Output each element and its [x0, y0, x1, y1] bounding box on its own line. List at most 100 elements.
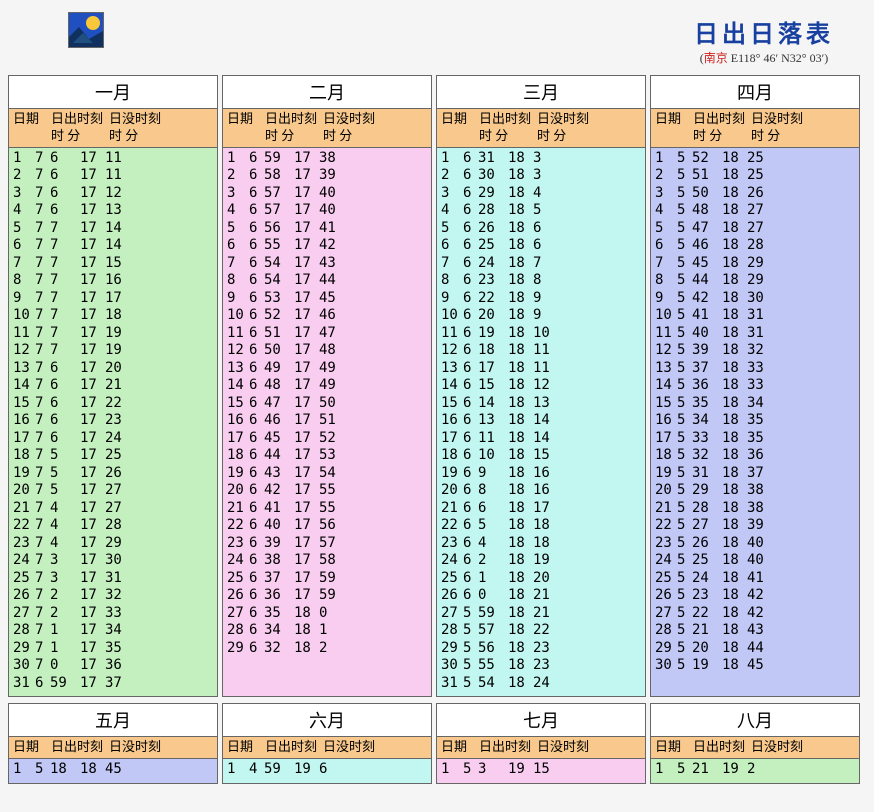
data-row: 86541744 [227, 272, 427, 290]
data-row: 21741727 [13, 500, 213, 518]
month-header: 日期日出时刻日没时刻时 分时 分 [9, 109, 217, 148]
location-coords: E118° 46′ N32° 03′ [731, 51, 824, 65]
month-header: 日期日出时刻日没时刻 [223, 737, 431, 759]
month-column-jun: 六月日期日出时刻日没时刻1459196 [222, 703, 432, 784]
data-row: 285571822 [441, 622, 641, 640]
data-row: 196431754 [227, 465, 427, 483]
data-row: 10620189 [441, 307, 641, 325]
data-row: 106521746 [227, 307, 427, 325]
data-row: 4628185 [441, 202, 641, 220]
month-body: 1531915 [437, 759, 645, 783]
month-column-mar: 三月日期日出时刻日没时刻时 分时 分1631183263018336291844… [436, 75, 646, 697]
data-row: 15761722 [13, 395, 213, 413]
data-row: 156471750 [227, 395, 427, 413]
data-row: 265231842 [655, 587, 855, 605]
data-row: 1761711 [13, 150, 213, 168]
data-row: 19691816 [441, 465, 641, 483]
data-row: 245251840 [655, 552, 855, 570]
data-row: 28634181 [227, 622, 427, 640]
data-row: 216411755 [227, 500, 427, 518]
month-body: 1521192 [651, 759, 859, 783]
data-row: 6625186 [441, 237, 641, 255]
title-block: 日出日落表 (南京 E118° 46′ N32° 03′) [694, 14, 834, 66]
data-row: 10771718 [13, 307, 213, 325]
data-row: 5626186 [441, 220, 641, 238]
page-root: 日出日落表 (南京 E118° 46′ N32° 03′) 一月日期日出时刻日没… [0, 0, 874, 784]
data-row: 85441829 [655, 272, 855, 290]
data-row: 305191845 [655, 657, 855, 675]
month-column-aug: 八月日期日出时刻日没时刻1521192 [650, 703, 860, 784]
data-row: 226401756 [227, 517, 427, 535]
month-name: 一月 [9, 76, 217, 109]
month-header: 日期日出时刻日没时刻 [651, 737, 859, 759]
data-row: 1631183 [441, 150, 641, 168]
month-column-jul: 七月日期日出时刻日没时刻1531915 [436, 703, 646, 784]
data-row: 136491749 [227, 360, 427, 378]
data-row: 146151812 [441, 377, 641, 395]
data-row: 20681816 [441, 482, 641, 500]
page-title: 日出日落表 [694, 14, 834, 49]
data-row: 76541743 [227, 255, 427, 273]
data-row: 126181811 [441, 342, 641, 360]
month-body: 1659173826581739365717404657174056561741… [223, 148, 431, 697]
data-row: 7771715 [13, 255, 213, 273]
data-row: 256371759 [227, 570, 427, 588]
data-row: 285211843 [655, 622, 855, 640]
month-body: 1761711276171137617124761713577171467717… [9, 148, 217, 697]
data-row: 24621819 [441, 552, 641, 570]
month-name: 三月 [437, 76, 645, 109]
data-row: 5771714 [13, 220, 213, 238]
data-row: 4761713 [13, 202, 213, 220]
month-name: 七月 [437, 704, 645, 737]
data-row: 1531915 [441, 761, 641, 779]
month-column-apr: 四月日期日出时刻日没时刻时 分时 分1552182525511825355018… [650, 75, 860, 697]
data-row: 136171811 [441, 360, 641, 378]
data-row: 27721733 [13, 605, 213, 623]
data-row: 23741729 [13, 535, 213, 553]
data-row: 29711735 [13, 640, 213, 658]
data-row: 15521825 [655, 150, 855, 168]
data-row: 96531745 [227, 290, 427, 308]
data-row: 56561741 [227, 220, 427, 238]
data-row: 3761712 [13, 185, 213, 203]
data-row: 126501748 [227, 342, 427, 360]
months-row-1: 一月日期日出时刻日没时刻时 分时 分1761711276171137617124… [0, 75, 874, 697]
data-row: 275221842 [655, 605, 855, 623]
data-row: 95421830 [655, 290, 855, 308]
month-name: 八月 [651, 704, 859, 737]
data-row: 11771719 [13, 325, 213, 343]
month-column-jan: 一月日期日出时刻日没时刻时 分时 分1761711276171137617124… [8, 75, 218, 697]
data-row: 7624187 [441, 255, 641, 273]
data-row: 55471827 [655, 220, 855, 238]
data-row: 215281838 [655, 500, 855, 518]
data-row: 116191810 [441, 325, 641, 343]
data-row: 46571740 [227, 202, 427, 220]
data-row: 25731731 [13, 570, 213, 588]
data-row: 45481827 [655, 202, 855, 220]
data-row: 236391757 [227, 535, 427, 553]
data-row: 66551742 [227, 237, 427, 255]
data-row: 105411831 [655, 307, 855, 325]
data-row: 166131814 [441, 412, 641, 430]
month-header: 日期日出时刻日没时刻时 分时 分 [223, 109, 431, 148]
data-row: 2761711 [13, 167, 213, 185]
data-row: 166461751 [227, 412, 427, 430]
month-header: 日期日出时刻日没时刻时 分时 分 [437, 109, 645, 148]
data-row: 2630183 [441, 167, 641, 185]
month-column-may: 五月日期日出时刻日没时刻15181845 [8, 703, 218, 784]
data-row: 146481749 [227, 377, 427, 395]
data-row: 175331835 [655, 430, 855, 448]
data-row: 16591738 [227, 150, 427, 168]
data-row: 185321836 [655, 447, 855, 465]
location-name: 南京 [704, 51, 728, 65]
data-row: 65461828 [655, 237, 855, 255]
data-row: 246381758 [227, 552, 427, 570]
data-row: 26601821 [441, 587, 641, 605]
data-row: 18751725 [13, 447, 213, 465]
data-row: 22651818 [441, 517, 641, 535]
page-subtitle: (南京 E118° 46′ N32° 03′) [694, 49, 834, 66]
data-row: 9771717 [13, 290, 213, 308]
month-body: 1459196 [223, 759, 431, 783]
data-row: 176451752 [227, 430, 427, 448]
data-row: 15181845 [13, 761, 213, 779]
